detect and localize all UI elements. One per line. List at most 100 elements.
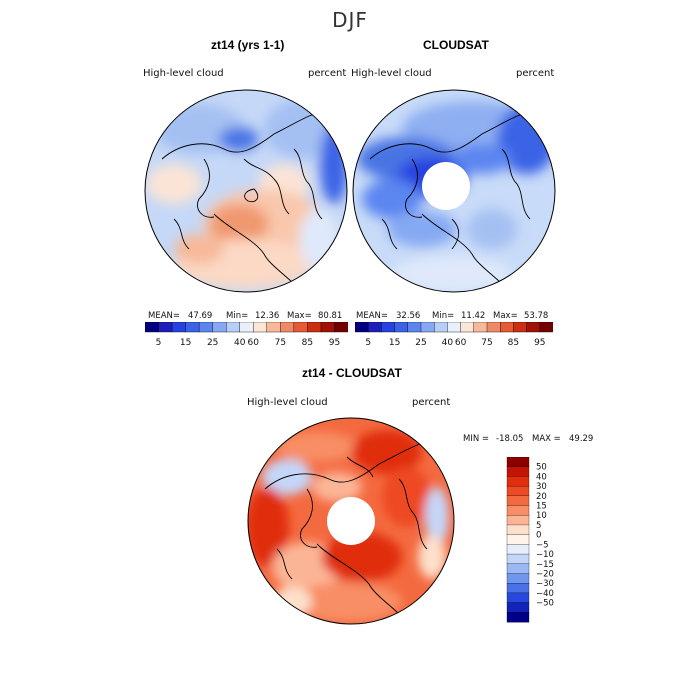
- panel3-colorbar-swatch: [506, 544, 530, 555]
- panel1-polar-map: [144, 89, 348, 293]
- panel3-colorbar-swatch: [506, 563, 530, 574]
- panel3-colorbar-tick-label: −20: [536, 569, 554, 579]
- panel3-colorbar-tick-label: 30: [536, 482, 547, 492]
- panel3-colorbar-swatch: [506, 476, 530, 487]
- panel3-colorbar-swatch: [506, 583, 530, 594]
- panel3-colorbar-swatch: [506, 495, 530, 506]
- panel2-mean-value: 32.56: [396, 311, 421, 321]
- panel3-colorbar-swatch: [506, 592, 530, 604]
- panel1-colorbar-tick-label: 95: [329, 338, 340, 348]
- panel1-colorbar-swatch: [266, 322, 281, 333]
- panel3-colorbar-tick-label: −40: [536, 589, 554, 599]
- panel3-colorbar-swatch: [506, 553, 530, 565]
- panel2-colorbar-swatch: [394, 322, 409, 333]
- panel2-colorbar-swatch: [539, 322, 553, 333]
- panel3-colorbar-swatch: [506, 602, 530, 613]
- panel2-colorbar-tick-label: 85: [508, 338, 519, 348]
- panel2-colorbar-tick-label: 25: [415, 338, 426, 348]
- panel1-colorbar-swatch: [225, 322, 241, 333]
- panel1-mean-label: MEAN=: [148, 311, 180, 321]
- panel1-colorbar-swatch: [145, 322, 160, 333]
- panel3-colorbar-tick-label: 40: [536, 472, 547, 482]
- panel3-title: zt14 - CLOUDSAT: [302, 366, 402, 380]
- panel3-colorbar-swatch: [506, 485, 530, 497]
- panel3-colorbar-tick-label: 10: [536, 511, 547, 521]
- panel2-colorbar-swatch: [420, 322, 435, 333]
- panel1-colorbar-tick-label: 25: [207, 338, 218, 348]
- panel3-min-label: MIN =: [463, 434, 490, 444]
- panel2-colorbar: 5 15 25 40 60 75 85 95: [355, 322, 553, 348]
- panel1-variable-label: High-level cloud: [143, 68, 224, 79]
- panel1-colorbar-swatch: [320, 322, 335, 333]
- panel1-colorbar-swatch: [239, 322, 254, 333]
- panel3-colorbar-tick-label: −50: [536, 599, 554, 609]
- panel1-units: percent: [308, 68, 347, 79]
- panel2-colorbar-tick-label: 95: [534, 338, 545, 348]
- panel2-colorbar-tick-label: 40: [442, 338, 454, 348]
- panel3-colorbar-swatch: [506, 573, 530, 584]
- panel2-colorbar-tick-label: 75: [481, 338, 492, 348]
- panel3-colorbar-tick-label: −30: [536, 579, 554, 589]
- panel3-min-value: -18.05: [496, 434, 524, 444]
- panel1-colorbar-swatch: [158, 322, 173, 333]
- panel3-colorbar-swatch: [506, 505, 530, 516]
- panel2-colorbar-swatch: [486, 322, 501, 333]
- panel2-colorbar-swatch: [526, 322, 541, 333]
- panel3-variable-label: High-level cloud: [247, 397, 328, 408]
- panel1-colorbar-swatch: [253, 322, 268, 333]
- panel1-colorbar-tick-label: 75: [275, 338, 286, 348]
- panel2-colorbar-swatch: [433, 322, 448, 333]
- panel2-colorbar-tick-label: 15: [389, 338, 400, 348]
- panel2-colorbar-tick-label: 60: [455, 338, 467, 348]
- panel2-colorbar-swatch: [473, 322, 488, 333]
- panel1-colorbar-swatch: [171, 322, 187, 333]
- panel1-colorbar-swatch: [212, 322, 227, 333]
- panel3-units: percent: [412, 397, 451, 408]
- panel1-colorbar-tick-label: 60: [248, 338, 260, 348]
- panel3-max-label: MAX =: [532, 434, 561, 444]
- panel1-colorbar: 5 15 25 40 60 75 85 95: [145, 322, 348, 348]
- panel2-title: CLOUDSAT: [423, 38, 489, 52]
- panel1-colorbar-swatch: [198, 322, 214, 333]
- panel2-colorbar-tick-label: 5: [365, 338, 371, 348]
- panel3-colorbar-tick-label: 5: [536, 521, 541, 531]
- panel1-colorbar-swatch: [280, 322, 295, 333]
- panel2-colorbar-swatch: [355, 322, 369, 333]
- panel2-colorbar-swatch: [447, 322, 462, 333]
- panel2-max-label: Max=: [493, 311, 518, 321]
- panel3-colorbar-swatch: [506, 612, 530, 623]
- panel1-colorbar-tick-label: 85: [302, 338, 313, 348]
- panel2-colorbar-swatch: [499, 322, 514, 333]
- panel2-mean-label: MEAN=: [356, 311, 388, 321]
- panel1-colorbar-swatch: [293, 322, 308, 333]
- panel1-colorbar-tick-label: 15: [180, 338, 191, 348]
- panel3-colorbar-swatch: [506, 457, 530, 468]
- panel3-colorbar-swatch: [506, 524, 530, 536]
- panel2-min-value: 11.42: [461, 311, 486, 321]
- panel1-max-label: Max=: [287, 311, 312, 321]
- panel1-colorbar-tick-label: 5: [156, 338, 162, 348]
- panel1-mean-value: 47.69: [188, 311, 213, 321]
- panel3-colorbar-tick-label: 20: [536, 492, 547, 502]
- panel3-colorbar-swatch: [506, 466, 530, 477]
- panel3-max-value: 49.29: [569, 434, 594, 444]
- panel2-colorbar-swatch: [513, 322, 528, 333]
- panel3-colorbar-tick-label: −15: [536, 560, 554, 570]
- panel1-colorbar-tick-label: 40: [234, 338, 246, 348]
- panel3-colorbar-tick-label: 15: [536, 502, 547, 512]
- panel3-colorbar-tick-label: 0: [536, 531, 541, 541]
- panel2-units: percent: [516, 68, 555, 79]
- panel2-colorbar-swatch: [367, 322, 382, 333]
- panel2-variable-label: High-level cloud: [351, 68, 432, 79]
- panel3-colorbar-tick-label: −10: [536, 550, 554, 560]
- panel2-colorbar-swatch: [460, 322, 475, 333]
- panel1-title: zt14 (yrs 1-1): [211, 38, 285, 52]
- panel1-min-value: 12.36: [255, 311, 280, 321]
- panel1-colorbar-swatch: [334, 322, 348, 333]
- panel3-colorbar-swatch: [506, 534, 530, 545]
- panel2-max-value: 53.78: [524, 311, 549, 321]
- panel1-min-label: Min=: [226, 311, 249, 321]
- panel1-max-value: 80.81: [318, 311, 343, 321]
- panel3-colorbar-tick-label: 50: [536, 463, 547, 473]
- panel3-colorbar-swatch: [506, 515, 530, 526]
